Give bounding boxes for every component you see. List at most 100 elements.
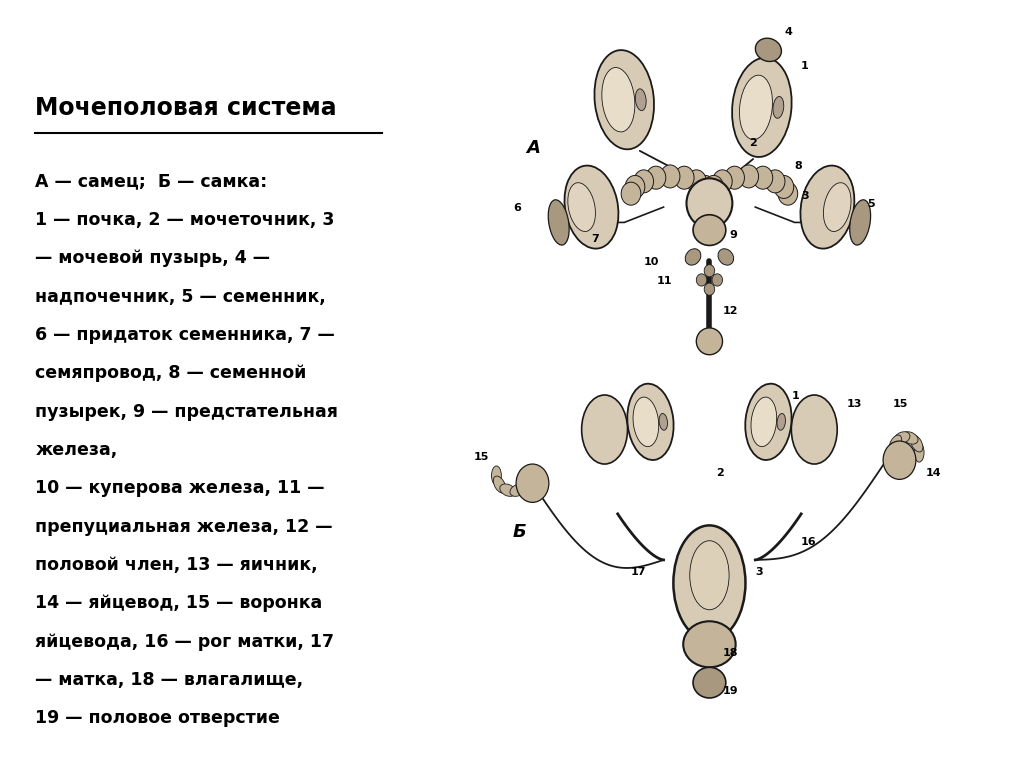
Ellipse shape [633,397,658,446]
Text: яйцевода, 16 — рог матки, 17: яйцевода, 16 — рог матки, 17 [36,633,335,650]
Ellipse shape [685,249,700,265]
Ellipse shape [602,67,635,132]
Text: 12: 12 [723,307,738,317]
Circle shape [703,176,724,199]
Ellipse shape [910,435,923,452]
Text: Мочеполовая система: Мочеполовая система [36,96,337,120]
Text: 3: 3 [801,192,809,202]
Circle shape [699,183,720,206]
Ellipse shape [739,75,772,140]
Ellipse shape [889,435,902,452]
Ellipse shape [888,443,898,462]
Ellipse shape [683,621,735,667]
Circle shape [687,170,707,193]
Circle shape [695,176,715,199]
Circle shape [622,183,641,206]
Ellipse shape [492,466,502,486]
Ellipse shape [756,38,781,61]
Circle shape [774,176,794,199]
Circle shape [675,166,694,189]
Text: — матка, 18 — влагалище,: — матка, 18 — влагалище, [36,671,303,689]
Text: 16: 16 [801,537,817,547]
Ellipse shape [718,249,733,265]
Circle shape [699,183,719,206]
Ellipse shape [690,541,729,610]
Ellipse shape [914,443,924,462]
Text: семяпровод, 8 — семенной: семяпровод, 8 — семенной [36,364,307,382]
Circle shape [753,166,773,189]
Ellipse shape [494,476,506,493]
Text: 2: 2 [716,468,724,478]
Text: 8: 8 [795,161,803,171]
Text: 1: 1 [801,61,809,71]
Ellipse shape [686,179,732,229]
Text: А: А [526,140,540,157]
Ellipse shape [693,667,726,698]
Text: 14 — яйцевод, 15 — воронка: 14 — яйцевод, 15 — воронка [36,594,323,612]
Ellipse shape [693,215,726,245]
Text: 1 — почка, 2 — мочеточник, 3: 1 — почка, 2 — мочеточник, 3 [36,211,335,229]
Text: 13: 13 [847,399,862,409]
Ellipse shape [548,199,569,245]
Ellipse shape [524,466,535,486]
Ellipse shape [594,50,654,150]
Circle shape [646,166,666,189]
Ellipse shape [582,395,628,464]
Text: 15: 15 [473,453,488,463]
Text: пузырек, 9 — предстательная: пузырек, 9 — предстательная [36,403,338,420]
Text: половой член, 13 — яичник,: половой член, 13 — яичник, [36,556,318,574]
Text: 7: 7 [592,234,599,244]
Text: 14: 14 [926,468,941,478]
Ellipse shape [902,432,919,444]
Text: — мочевой пузырь, 4 —: — мочевой пузырь, 4 — [36,249,270,267]
Text: А — самец;  Б — самка:: А — самец; Б — самка: [36,173,267,190]
Circle shape [634,170,653,193]
Text: 10: 10 [644,257,659,267]
Ellipse shape [777,413,785,430]
Ellipse shape [801,166,854,249]
Ellipse shape [792,395,838,464]
Text: препуциальная железа, 12 —: препуциальная железа, 12 — [36,518,333,535]
Text: 10 — куперова железа, 11 —: 10 — куперова железа, 11 — [36,479,325,497]
Ellipse shape [883,441,915,479]
Text: 18: 18 [723,648,738,658]
Text: 6: 6 [513,203,520,213]
Ellipse shape [510,484,525,496]
Circle shape [739,165,759,188]
Circle shape [626,176,645,199]
Ellipse shape [516,464,549,502]
Text: Б: Б [513,523,526,541]
Ellipse shape [674,525,745,640]
Text: 9: 9 [729,230,737,240]
Text: железа,: железа, [36,441,118,459]
Ellipse shape [745,384,792,460]
Text: 3: 3 [756,568,763,578]
Circle shape [778,183,798,206]
Circle shape [765,170,785,193]
Ellipse shape [635,89,646,110]
Text: 19: 19 [723,686,738,696]
Text: 2: 2 [749,138,757,148]
Text: 19 — половое отверстие: 19 — половое отверстие [36,709,281,727]
Text: 5: 5 [866,199,874,209]
Ellipse shape [568,183,595,232]
Text: 11: 11 [657,276,673,286]
Circle shape [696,274,707,286]
Circle shape [705,265,715,277]
Ellipse shape [659,413,668,430]
Text: 15: 15 [893,399,908,409]
Text: 1: 1 [792,391,799,401]
Ellipse shape [773,97,783,118]
Ellipse shape [751,397,776,446]
Ellipse shape [564,166,618,249]
Ellipse shape [520,476,532,493]
Circle shape [660,165,680,188]
Text: 6 — придаток семенника, 7 —: 6 — придаток семенника, 7 — [36,326,335,344]
Ellipse shape [850,199,870,245]
Ellipse shape [823,183,851,232]
Circle shape [713,170,732,193]
Text: надпочечник, 5 — семенник,: надпочечник, 5 — семенник, [36,288,327,305]
Ellipse shape [732,58,792,157]
Ellipse shape [628,384,674,460]
Circle shape [712,274,723,286]
